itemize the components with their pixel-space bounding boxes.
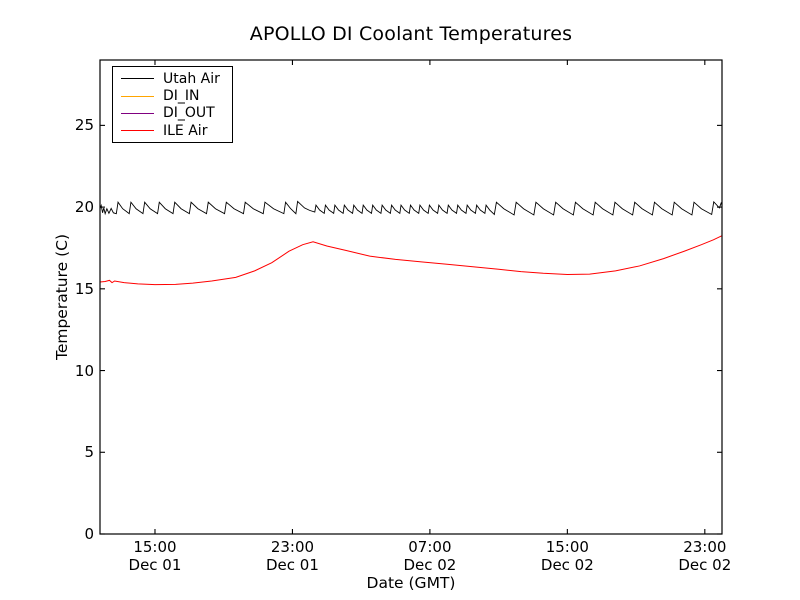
x-tick-label: 07:00 Dec 02	[375, 538, 485, 574]
series-line-ile-air	[99, 235, 723, 286]
x-tick-time: 23:00	[683, 538, 727, 556]
y-tick-label: 20	[74, 198, 94, 217]
legend: Utah Air DI_IN DI_OUT ILE Air	[112, 66, 233, 143]
legend-label: Utah Air	[163, 70, 220, 87]
x-tick-time: 15:00	[133, 538, 177, 556]
y-tick-label: 10	[74, 361, 94, 380]
x-tick-date: Dec 02	[678, 555, 732, 574]
y-tick-label: 0	[84, 525, 94, 543]
legend-line-swatch	[121, 130, 154, 132]
y-tick-label: 15	[74, 279, 94, 298]
legend-label: DI_OUT	[163, 105, 215, 122]
legend-item-ile-air: ILE Air	[113, 122, 232, 139]
series-line-utah-air	[99, 200, 723, 216]
legend-item-di-out: DI_OUT	[113, 105, 232, 122]
legend-line-swatch	[121, 95, 154, 97]
legend-label: DI_IN	[163, 88, 200, 105]
y-tick-label: 25	[74, 116, 94, 135]
x-tick-label: 15:00 Dec 01	[100, 538, 210, 574]
x-tick-date: Dec 01	[128, 555, 182, 574]
legend-item-utah-air: Utah Air	[113, 70, 232, 87]
x-axis-label: Date (GMT)	[366, 574, 456, 592]
chart-title: APOLLO DI Coolant Temperatures	[249, 23, 573, 45]
x-tick-label: 15:00 Dec 02	[512, 538, 622, 574]
legend-line-swatch	[121, 78, 154, 80]
x-tick-label: 23:00 Dec 01	[237, 538, 347, 574]
legend-item-di-in: DI_IN	[113, 87, 232, 104]
x-tick-time: 07:00	[408, 538, 452, 556]
x-tick-date: Dec 02	[540, 555, 594, 574]
x-tick-time: 23:00	[270, 538, 315, 556]
x-tick-label: 23:00 Dec 02	[650, 538, 760, 574]
y-tick-label: 5	[84, 443, 94, 462]
legend-label: ILE Air	[163, 122, 208, 139]
legend-line-swatch	[121, 112, 154, 114]
x-tick-date: Dec 01	[265, 555, 319, 574]
axes-frame	[99, 59, 723, 535]
x-tick-time: 15:00	[545, 538, 589, 556]
x-tick-date: Dec 02	[403, 555, 457, 574]
